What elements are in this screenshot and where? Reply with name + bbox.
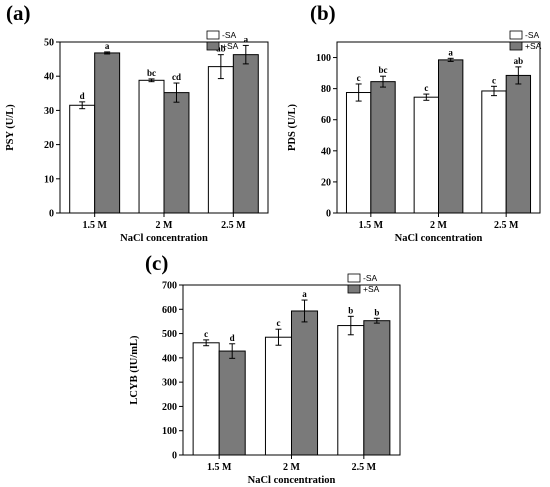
x-axis-title: NaCl concentration xyxy=(395,233,483,244)
y-tick-label: 20 xyxy=(44,140,54,151)
y-tick-label: 30 xyxy=(44,106,54,117)
bar-plus-sa xyxy=(505,74,532,214)
y-tick-label: 20 xyxy=(321,177,331,188)
x-axis-title: NaCl concentration xyxy=(120,233,208,244)
y-tick-label: 10 xyxy=(44,174,54,185)
significance-letter: ab xyxy=(514,56,524,66)
legend-swatch xyxy=(347,273,361,283)
x-tick-label: 2 M xyxy=(430,220,448,231)
y-tick-label: 40 xyxy=(321,146,331,157)
x-tick-label: 1.5 M xyxy=(359,220,384,231)
legend-swatch xyxy=(206,41,220,51)
y-tick-label: 0 xyxy=(172,451,177,462)
chart-panel-2: (b) 0 20 40 60 80 100 1.5 M c bc 2 M c a 2.5 M c ab NaCl… xyxy=(287,1,542,244)
legend: -SA+SA xyxy=(206,30,239,51)
legend-label: +SA xyxy=(222,41,239,51)
y-tick-label: 40 xyxy=(44,72,54,83)
bar-minus-sa xyxy=(207,66,234,214)
significance-letter: c xyxy=(204,329,208,339)
x-axis-title: NaCl concentration xyxy=(248,475,336,486)
x-tick-label: 2.5 M xyxy=(352,462,377,473)
legend-label: -SA xyxy=(363,273,378,283)
y-tick-label: 50 xyxy=(44,38,54,49)
legend: -SA+SA xyxy=(347,273,380,294)
y-tick-label: 100 xyxy=(162,426,177,437)
significance-letter: c xyxy=(424,83,428,93)
legend-swatch xyxy=(509,30,523,40)
significance-letter: c xyxy=(492,75,496,85)
legend-swatch xyxy=(347,284,361,294)
x-tick-label: 2 M xyxy=(283,462,301,473)
bar-plus-sa xyxy=(163,92,190,214)
panel-label: (b) xyxy=(310,1,336,25)
y-tick-label: 60 xyxy=(321,115,331,126)
bar-plus-sa xyxy=(291,310,319,456)
bar-plus-sa xyxy=(438,59,464,214)
significance-letter: ab xyxy=(216,44,226,54)
bar-minus-sa xyxy=(69,104,96,214)
significance-letter: a xyxy=(244,34,249,44)
significance-letter: c xyxy=(276,318,280,328)
bar-minus-sa xyxy=(345,92,372,214)
y-tick-label: 100 xyxy=(316,53,331,64)
significance-letter: bc xyxy=(379,65,388,75)
y-tick-label: 600 xyxy=(162,305,177,316)
y-tick-label: 400 xyxy=(162,353,177,364)
bar-plus-sa xyxy=(232,54,259,214)
chart-panel-1: (a) 0 10 20 30 40 50 1.5 M d a 2 M bc cd 2.5 M ab a NaCl… xyxy=(5,1,269,244)
significance-letter: a xyxy=(448,47,453,57)
significance-letter: d xyxy=(230,333,235,343)
bar-minus-sa xyxy=(138,79,165,214)
bar-plus-sa xyxy=(218,350,246,456)
legend-swatch xyxy=(206,30,220,40)
legend-label: +SA xyxy=(363,284,380,294)
y-axis-title: PDS (U/L) xyxy=(287,104,298,151)
x-tick-label: 2 M xyxy=(156,220,174,231)
y-tick-label: 300 xyxy=(162,378,177,389)
bar-plus-sa xyxy=(94,52,121,214)
significance-letter: c xyxy=(357,73,361,83)
significance-letter: b xyxy=(348,305,353,315)
y-axis-title: PSY (U/L) xyxy=(5,104,16,151)
panel-label: (a) xyxy=(6,1,31,25)
significance-letter: a xyxy=(302,289,307,299)
significance-letter: d xyxy=(80,91,85,101)
x-tick-label: 2.5 M xyxy=(494,220,519,231)
significance-letter: bc xyxy=(147,68,156,78)
bar-plus-sa xyxy=(370,81,396,214)
y-tick-label: 0 xyxy=(326,209,331,220)
bar-minus-sa xyxy=(192,342,220,456)
y-tick-label: 700 xyxy=(162,281,177,292)
y-axis-title: LCYB (IU/mL) xyxy=(129,335,140,405)
bar-plus-sa xyxy=(363,320,391,456)
significance-letter: b xyxy=(374,307,379,317)
significance-letter: cd xyxy=(172,72,181,82)
y-tick-label: 0 xyxy=(49,209,54,220)
panel-label: (c) xyxy=(145,251,168,275)
chart-panel-3: (c) 0 100 200 300 400 500 600 700 1.5 M c d 2 M c a 2.5… xyxy=(129,251,401,486)
legend: -SA+SA xyxy=(509,30,542,51)
y-tick-label: 500 xyxy=(162,329,177,340)
legend-swatch xyxy=(509,41,523,51)
significance-letter: a xyxy=(105,41,110,51)
y-tick-label: 80 xyxy=(321,84,331,95)
bar-minus-sa xyxy=(481,90,507,214)
x-tick-label: 2.5 M xyxy=(221,220,246,231)
y-tick-label: 200 xyxy=(162,402,177,413)
x-tick-label: 1.5 M xyxy=(82,220,107,231)
bar-minus-sa xyxy=(413,96,440,214)
bar-minus-sa xyxy=(264,336,292,456)
bar-minus-sa xyxy=(337,325,365,456)
legend-label: -SA xyxy=(525,30,540,40)
legend-label: +SA xyxy=(525,41,542,51)
legend-label: -SA xyxy=(222,30,237,40)
x-tick-label: 1.5 M xyxy=(207,462,232,473)
